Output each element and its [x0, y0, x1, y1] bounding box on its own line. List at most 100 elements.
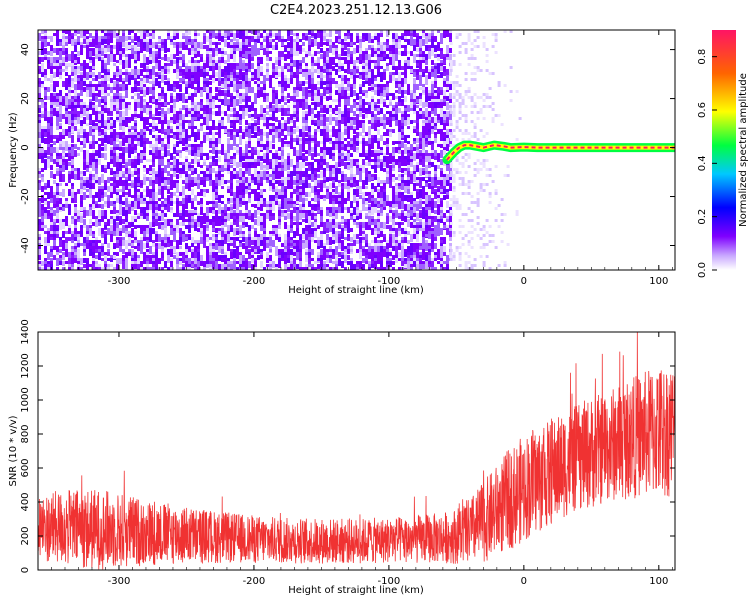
spectrogram-cell	[227, 171, 230, 174]
spectrogram-cell	[278, 81, 281, 85]
spectrogram-cell	[125, 144, 128, 147]
spectrogram-cell	[68, 153, 71, 158]
spectrogram-cell	[182, 42, 185, 50]
spectrogram-cell	[65, 153, 68, 157]
spectrogram-cell	[227, 234, 230, 242]
spectrogram-cell	[332, 141, 335, 144]
spectrogram-cell	[338, 129, 341, 133]
spectrogram-cell	[74, 96, 77, 100]
spectrogram-cell	[146, 261, 149, 265]
spectrogram-cell	[263, 114, 266, 121]
spectrogram-cell	[236, 75, 239, 79]
spectrogram-cell	[353, 60, 356, 68]
spectrogram-cell	[50, 225, 53, 231]
spectrogram-cell	[137, 168, 140, 171]
spectrogram-cell	[50, 36, 53, 42]
spectrogram-cell	[158, 75, 161, 79]
spectrogram-cell	[95, 117, 98, 122]
spectrogram-cell	[326, 51, 329, 59]
spectrogram-cell	[230, 123, 233, 126]
spectrogram-cell	[350, 117, 353, 122]
spectrogram-cell	[359, 153, 362, 157]
spectrogram-cell	[362, 249, 365, 252]
spectrogram-cell	[272, 162, 275, 169]
spectrogram-cell	[299, 240, 302, 246]
spectrogram-cell	[302, 210, 305, 213]
spectrogram-cell	[314, 132, 317, 137]
spectrogram-cell	[131, 45, 134, 49]
spectrogram-cell	[200, 126, 203, 131]
spectrogram-cell	[89, 243, 92, 247]
spectrogram-cell	[335, 195, 338, 200]
spectrogram-cell	[254, 72, 257, 80]
spectrogram-cell	[359, 168, 362, 172]
spectrogram-cell	[86, 165, 89, 170]
spectrogram-cell	[239, 240, 242, 244]
spectrogram-cell	[83, 192, 86, 200]
spectrogram-cell	[77, 249, 80, 252]
spectrogram-cell	[233, 126, 236, 130]
spectrogram-cell	[116, 135, 119, 138]
spectrogram-cell	[191, 66, 194, 74]
spectrogram-cell	[137, 198, 140, 202]
spectrogram-cell	[44, 111, 47, 119]
spectrogram-cell	[179, 72, 182, 76]
spectrogram-cell	[326, 240, 329, 245]
spectrogram-cell	[338, 126, 341, 131]
spectrogram-cell	[239, 204, 242, 207]
spectrogram-cell	[125, 36, 128, 41]
spectrogram-cell	[320, 108, 323, 113]
spectrogram-cell	[38, 135, 41, 139]
spectrogram-cell	[89, 246, 92, 251]
spectrogram-cell	[110, 168, 113, 171]
spectrogram-cell	[359, 243, 362, 248]
spectrogram-cell	[158, 213, 161, 216]
spectrogram-cell	[53, 84, 56, 87]
spectrogram-cell	[290, 78, 293, 82]
spectrogram-cell	[245, 267, 248, 270]
spectrogram-cell	[284, 192, 287, 197]
spectrogram-cell	[293, 72, 296, 78]
spectrogram-cell	[257, 138, 260, 142]
spectrogram-cell	[101, 258, 104, 261]
spectrogram-cell	[107, 123, 110, 130]
spectrogram-cell	[191, 96, 194, 102]
spectrogram-cell	[260, 198, 263, 204]
spectrogram-cell	[101, 78, 104, 83]
spectrogram-cell	[134, 60, 137, 63]
spectrogram-cell	[362, 252, 365, 256]
spectrogram-cell	[116, 96, 119, 101]
spectrogram-cell	[290, 177, 293, 181]
spectrogram-cell	[59, 135, 62, 142]
spectrogram-cell	[272, 231, 275, 234]
spectrogram-cell	[71, 78, 74, 83]
spectrogram-cell	[116, 117, 119, 120]
spectrogram-cell	[371, 264, 374, 268]
spectrogram-cell	[179, 213, 182, 218]
spectrogram-cell	[317, 252, 320, 255]
spectrogram-cell	[227, 264, 230, 268]
spectrogram-cell	[65, 237, 68, 245]
spectrogram-cell	[269, 81, 272, 88]
spectrogram-cell	[59, 111, 62, 114]
spectrogram-cell	[113, 231, 116, 236]
spectrogram-cell	[347, 243, 350, 247]
spectrogram-cell	[158, 225, 161, 229]
spectrogram-cell	[272, 180, 275, 183]
spectrogram-cell	[134, 246, 137, 249]
spectrogram-cell	[317, 42, 320, 49]
spectrogram-cell	[218, 171, 221, 174]
spectrogram-cell	[179, 111, 182, 116]
spectrogram-cell	[233, 36, 236, 41]
spectrogram-cell	[188, 162, 191, 165]
spectrogram-cell	[185, 210, 188, 213]
spectrogram-cell	[275, 264, 278, 267]
spectrogram-cell	[248, 177, 251, 183]
spectrogram-cell	[56, 249, 59, 252]
spectrogram-cell	[260, 171, 263, 178]
spectrogram-cell	[278, 72, 281, 77]
spectrogram-cell	[293, 168, 296, 173]
spectrogram-cell	[239, 48, 242, 53]
spectrogram-cell	[308, 42, 311, 46]
spectrogram-cell	[179, 237, 182, 245]
